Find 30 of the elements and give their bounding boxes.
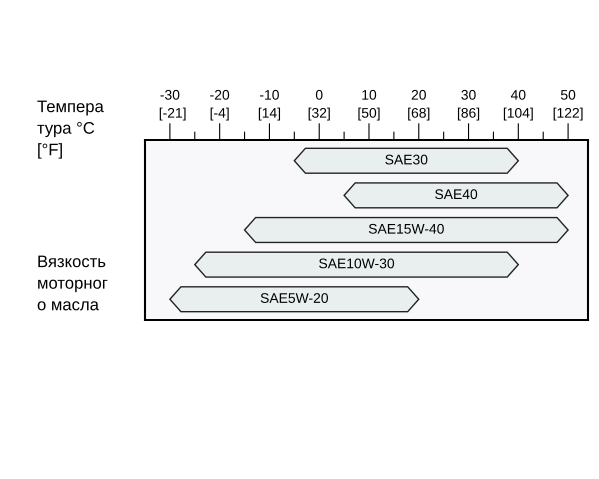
x2-tick-label: [-4] <box>210 108 229 121</box>
bar <box>169 286 420 312</box>
y-tick-label: SAE30 <box>385 154 428 164</box>
x2-tick-label: [122] <box>554 108 583 121</box>
y-tick-label: SAE5W-20 <box>260 293 328 303</box>
x-tick-label: -10 <box>260 90 279 100</box>
x-tick-label: 50 <box>560 90 576 100</box>
x-tick-label: 20 <box>412 90 426 100</box>
x2-tick-label: [86] <box>458 108 480 121</box>
x-tick-label: 10 <box>362 90 376 100</box>
x-tick-label: 0 <box>316 90 323 100</box>
bar <box>294 148 520 174</box>
x-tick-label: 40 <box>510 90 526 100</box>
bar <box>343 182 569 209</box>
x-tick-label: -20 <box>210 90 230 100</box>
bar <box>194 251 520 278</box>
y-tick-label: SAE40 <box>435 189 478 200</box>
x2-tick-label: [104] <box>504 108 533 121</box>
x-tick-label: -30 <box>160 90 180 100</box>
bar <box>244 216 569 244</box>
x2-tick-label: [32] <box>308 108 330 121</box>
y-tick-label: SAE15W-40 <box>368 224 444 234</box>
x2-tick-label: [-21] <box>160 108 186 121</box>
x-axis-title: Темпера тура °C [°F] <box>37 100 104 159</box>
y-tick-label: SAE10W-30 <box>319 258 394 268</box>
x-tick-label: 30 <box>461 90 476 100</box>
x2-tick-label: [50] <box>358 108 380 121</box>
y-axis-title: Вязкость моторног о масла <box>38 256 108 310</box>
x2-tick-label: [68] <box>408 108 430 121</box>
x2-tick-label: [14] <box>258 108 280 121</box>
